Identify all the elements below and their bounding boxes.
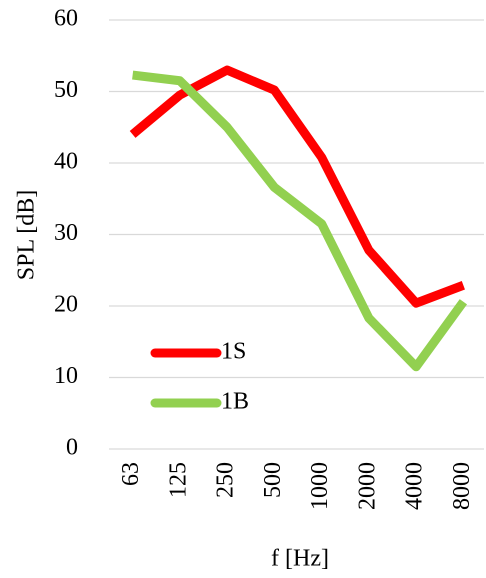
legend-label: 1B (221, 389, 249, 415)
series-line (129, 65, 465, 308)
x-tick-label: 500 (260, 462, 286, 498)
y-tick-label: 10 (54, 363, 78, 389)
x-tick-label: 125 (165, 462, 191, 498)
x-axis-label: f [Hz] (271, 546, 329, 572)
y-tick-label: 60 (54, 6, 78, 32)
legend-label: 1S (221, 339, 246, 365)
y-axis-label: SPL [dB] (14, 190, 40, 280)
y-tick-label: 50 (54, 77, 78, 103)
y-tick-label: 40 (54, 149, 78, 175)
x-tick-label: 8000 (449, 462, 475, 510)
x-tick-label: 1000 (307, 462, 333, 510)
x-tick-label: 2000 (354, 462, 380, 510)
y-tick-label: 20 (54, 292, 78, 318)
x-tick-label: 63 (118, 462, 144, 486)
x-tick-label: 4000 (402, 462, 428, 510)
series-line (132, 70, 468, 372)
y-tick-label: 0 (66, 435, 78, 461)
y-tick-label: 30 (54, 220, 78, 246)
x-tick-label: 250 (213, 462, 239, 498)
